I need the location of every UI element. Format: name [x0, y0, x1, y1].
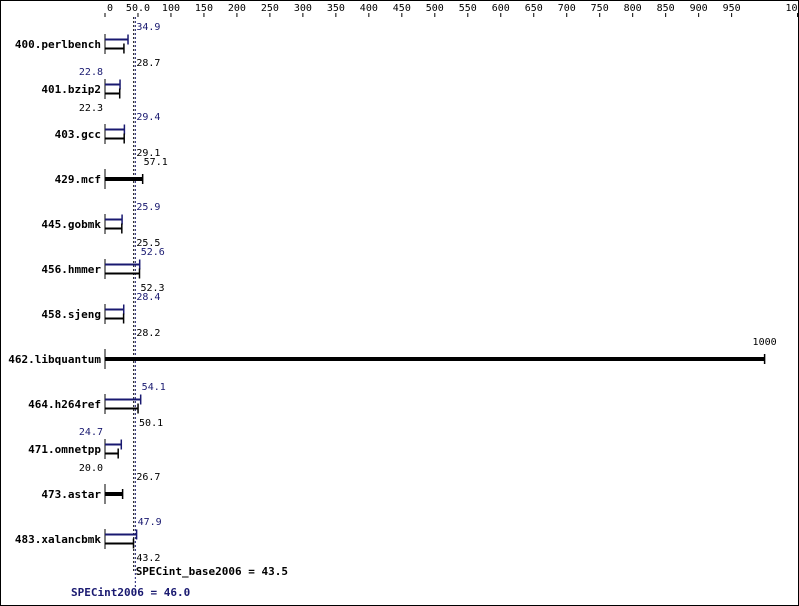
base-reference-label: SPECint_base2006 = 43.5 — [136, 565, 288, 578]
category-label: 473.astar — [41, 488, 101, 501]
peak-reference-label: SPECint2006 = 46.0 — [71, 586, 190, 599]
category-label: 429.mcf — [55, 173, 101, 186]
category-label: 462.libquantum — [8, 353, 101, 366]
x-tick-label: 550 — [459, 3, 477, 14]
category-label: 400.perlbench — [15, 38, 101, 51]
x-tick-label: 750 — [591, 3, 609, 14]
category-label: 401.bzip2 — [41, 83, 101, 96]
base-value-label: 22.3 — [79, 103, 103, 114]
x-tick-label: 700 — [558, 3, 576, 14]
category-label: 483.xalancbmk — [15, 533, 101, 546]
category-label: 445.gobmk — [41, 218, 101, 231]
category-label: 464.h264ref — [28, 398, 101, 411]
x-tick-label: 500 — [426, 3, 444, 14]
category-label: 471.omnetpp — [28, 443, 101, 456]
x-tick-label: 1050 — [786, 3, 798, 14]
x-tick-label: 350 — [327, 3, 345, 14]
base-value-label: 52.3 — [140, 283, 164, 294]
peak-value-label: 29.4 — [136, 112, 160, 123]
peak-value-label: 54.1 — [142, 382, 166, 393]
base-value-label: 25.5 — [136, 238, 160, 249]
peak-value-label: 1000 — [753, 337, 777, 348]
peak-value-label: 25.9 — [136, 202, 160, 213]
peak-value-label: 24.7 — [79, 427, 103, 438]
x-tick-label: 450 — [393, 3, 411, 14]
base-value-label: 20.0 — [79, 463, 103, 474]
peak-value-label: 34.9 — [136, 22, 160, 33]
x-tick-label: 250 — [261, 3, 279, 14]
x-tick-label: 0 — [107, 3, 113, 14]
category-label: 458.sjeng — [41, 308, 101, 321]
peak-value-label: 52.6 — [141, 247, 165, 258]
peak-value-label: 47.9 — [138, 517, 162, 528]
category-label: 403.gcc — [55, 128, 101, 141]
x-tick-label: 650 — [525, 3, 543, 14]
base-value-label: 28.7 — [136, 58, 160, 69]
x-tick-label: 400 — [360, 3, 378, 14]
x-tick-label: 600 — [492, 3, 510, 14]
category-label: 456.hmmer — [41, 263, 101, 276]
x-tick-label: 300 — [294, 3, 312, 14]
x-tick-label: 100 — [162, 3, 180, 14]
x-tick-label: 950 — [723, 3, 741, 14]
base-value-label: 29.1 — [136, 148, 160, 159]
x-tick-label: 850 — [657, 3, 675, 14]
x-tick-label: 150 — [195, 3, 213, 14]
x-tick-label: 200 — [228, 3, 246, 14]
peak-value-label: 57.1 — [144, 157, 168, 168]
x-tick-label: 900 — [690, 3, 708, 14]
peak-value-label: 26.7 — [136, 472, 160, 483]
x-tick-label: 800 — [624, 3, 642, 14]
x-tick-label: 50.0 — [126, 3, 150, 14]
peak-value-label: 22.8 — [79, 67, 103, 78]
peak-value-label: 28.4 — [136, 292, 160, 303]
base-value-label: 28.2 — [136, 328, 160, 339]
base-value-label: 50.1 — [139, 418, 163, 429]
base-value-label: 43.2 — [136, 553, 160, 564]
